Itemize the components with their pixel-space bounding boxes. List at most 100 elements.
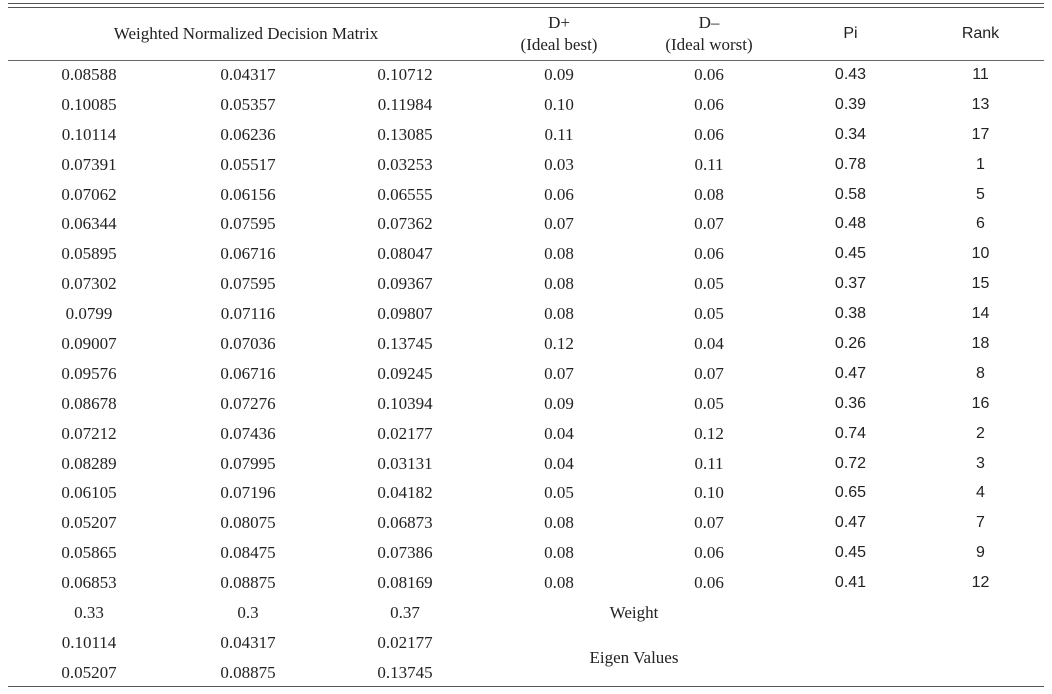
cell-matrix-c1: 0.10114 (61, 124, 117, 144)
cell-rank: 6 (976, 215, 985, 233)
cell-matrix-c3: 0.02177 (377, 423, 433, 443)
cell-rank: 5 (976, 185, 985, 203)
cell-d-minus: 0.06 (694, 573, 724, 593)
cell-matrix-c3: 0.10712 (377, 64, 433, 84)
cell-matrix-c1: 0.10085 (61, 94, 117, 114)
header-d-plus-sub: (Ideal best) (520, 35, 598, 54)
cell-rank: 8 (976, 364, 985, 382)
cell-pi: 0.26 (834, 334, 867, 352)
cell-matrix-c1: 0.09007 (61, 333, 117, 353)
cell-matrix-c1: 0.06105 (61, 483, 117, 503)
cell-matrix-c2: 0.07995 (220, 453, 276, 473)
cell-d-plus: 0.07 (544, 214, 574, 234)
table-row: 0.07302 0.07595 0.09367 0.08 0.05 0.37 15 (8, 269, 1044, 299)
cell-d-plus: 0.04 (544, 423, 574, 443)
cell-matrix-c1: 0.08678 (61, 393, 117, 413)
cell-matrix-c1: 0.05207 (61, 513, 117, 533)
eigen-row-2: 0.05207 0.08875 0.13745 (8, 658, 1044, 688)
cell-pi: 0.41 (834, 574, 867, 592)
cell-d-plus: 0.03 (544, 154, 574, 174)
cell-rank: 17 (971, 125, 990, 143)
table-row: 0.07212 0.07436 0.02177 0.04 0.12 0.74 2 (8, 419, 1044, 449)
cell-d-minus: 0.04 (694, 333, 724, 353)
weight-value-1: 0.33 (74, 602, 104, 622)
cell-rank: 9 (976, 544, 985, 562)
table-row: 0.05207 0.08075 0.06873 0.08 0.07 0.47 7 (8, 508, 1044, 538)
cell-matrix-c3: 0.06873 (377, 513, 433, 533)
eigen-value-2-2: 0.08875 (220, 662, 276, 682)
cell-matrix-c2: 0.07276 (220, 393, 276, 413)
cell-pi: 0.39 (834, 95, 867, 113)
cell-d-plus: 0.08 (544, 304, 574, 324)
cell-pi: 0.47 (834, 514, 867, 532)
cell-matrix-c1: 0.07391 (61, 154, 117, 174)
cell-matrix-c3: 0.09367 (377, 274, 433, 294)
table-row: 0.06105 0.07196 0.04182 0.05 0.10 0.65 4 (8, 478, 1044, 508)
cell-matrix-c1: 0.07302 (61, 274, 117, 294)
cell-matrix-c1: 0.05865 (61, 543, 117, 563)
bottom-rule (8, 686, 1044, 687)
cell-matrix-c1: 0.07212 (61, 423, 117, 443)
header-matrix: Weighted Normalized Decision Matrix (113, 24, 379, 43)
cell-rank: 2 (976, 424, 985, 442)
top-rule-inner (8, 7, 1044, 8)
cell-d-plus: 0.08 (544, 573, 574, 593)
topsis-table: Weighted Normalized Decision Matrix D+ (… (8, 8, 1044, 688)
cell-matrix-c3: 0.03253 (377, 154, 433, 174)
cell-pi: 0.78 (834, 155, 867, 173)
eigen-value-1-3: 0.02177 (377, 632, 433, 652)
weight-value-3: 0.37 (390, 602, 420, 622)
table-row: 0.09007 0.07036 0.13745 0.12 0.04 0.26 18 (8, 329, 1044, 359)
cell-pi: 0.65 (834, 484, 867, 502)
table-row: 0.10085 0.05357 0.11984 0.10 0.06 0.39 13 (8, 90, 1044, 120)
cell-matrix-c2: 0.07196 (220, 483, 276, 503)
eigen-value-1-1: 0.10114 (61, 632, 117, 652)
weight-label: Weight (609, 602, 659, 622)
cell-matrix-c2: 0.05357 (220, 94, 276, 114)
cell-d-minus: 0.08 (694, 184, 724, 204)
cell-pi: 0.48 (834, 215, 867, 233)
cell-matrix-c2: 0.06716 (220, 363, 276, 383)
table-row: 0.07391 0.05517 0.03253 0.03 0.11 0.78 1 (8, 150, 1044, 180)
cell-matrix-c1: 0.06344 (61, 214, 117, 234)
cell-d-plus: 0.08 (544, 543, 574, 563)
header-rank: Rank (961, 25, 1000, 42)
cell-d-minus: 0.05 (694, 393, 724, 413)
cell-d-plus: 0.08 (544, 274, 574, 294)
cell-matrix-c2: 0.06156 (220, 184, 276, 204)
cell-matrix-c2: 0.07595 (220, 274, 276, 294)
cell-matrix-c1: 0.07062 (61, 184, 117, 204)
table-row: 0.08678 0.07276 0.10394 0.09 0.05 0.36 16 (8, 389, 1044, 419)
cell-rank: 12 (971, 574, 990, 592)
table-row: 0.08588 0.04317 0.10712 0.09 0.06 0.43 11 (8, 60, 1044, 90)
cell-pi: 0.74 (834, 424, 867, 442)
cell-d-plus: 0.11 (544, 124, 574, 144)
header-d-plus-label: D+ (548, 13, 570, 32)
cell-matrix-c1: 0.08289 (61, 453, 117, 473)
cell-matrix-c3: 0.13085 (377, 124, 433, 144)
table-row: 0.06344 0.07595 0.07362 0.07 0.07 0.48 6 (8, 209, 1044, 239)
header-rule (8, 60, 1044, 61)
table-row: 0.06853 0.08875 0.08169 0.08 0.06 0.41 12 (8, 568, 1044, 598)
eigen-value-1-2: 0.04317 (220, 632, 276, 652)
cell-d-minus: 0.05 (694, 304, 724, 324)
header-d-plus: D+ (Ideal best) (484, 8, 634, 60)
table-body: 0.08588 0.04317 0.10712 0.09 0.06 0.43 11 0.100… (8, 60, 1044, 688)
cell-matrix-c3: 0.13745 (377, 333, 433, 353)
cell-matrix-c2: 0.07116 (220, 304, 276, 324)
cell-d-plus: 0.08 (544, 513, 574, 533)
cell-rank: 11 (972, 65, 989, 83)
cell-d-plus: 0.10 (544, 94, 574, 114)
cell-matrix-c2: 0.07595 (220, 214, 276, 234)
cell-d-minus: 0.12 (694, 423, 724, 443)
cell-d-plus: 0.09 (544, 64, 574, 84)
cell-d-minus: 0.07 (694, 513, 724, 533)
cell-rank: 1 (976, 155, 985, 173)
cell-matrix-c2: 0.05517 (220, 154, 276, 174)
cell-matrix-c3: 0.06555 (377, 184, 433, 204)
cell-matrix-c3: 0.04182 (377, 483, 433, 503)
cell-matrix-c3: 0.07362 (377, 214, 433, 234)
cell-d-plus: 0.07 (544, 363, 574, 383)
cell-matrix-c3: 0.09245 (377, 363, 433, 383)
